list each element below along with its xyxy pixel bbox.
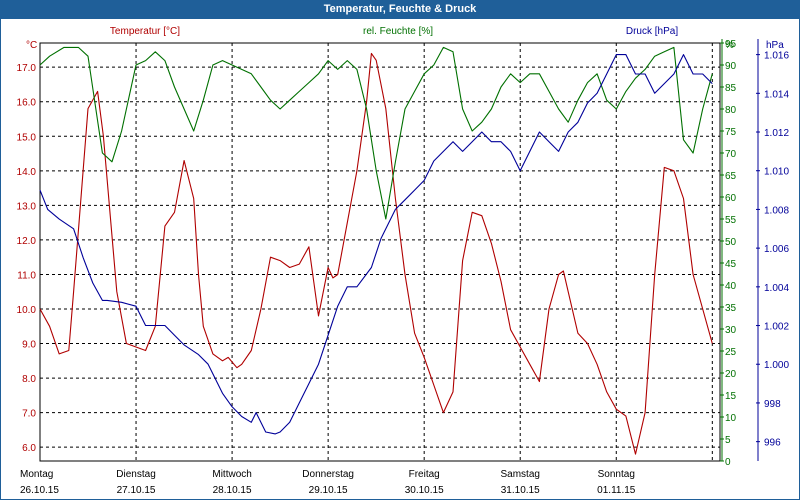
temperature-tick-label: 10.0 [17,305,37,316]
pressure-tick-label: 1.014 [764,89,789,100]
humidity-tick-label: 55 [725,215,737,226]
humidity-tick-label: 30 [725,325,737,336]
humidity-tick-label: 80 [725,105,737,116]
pressure-axis-title: Druck [hPa] [626,26,678,37]
x-tick-day-label: Freitag [409,469,440,480]
humidity-tick-label: 85 [725,83,737,94]
pressure-tick-label: 1.012 [764,128,789,139]
temperature-tick-label: 15.0 [17,132,37,143]
humidity-tick-label: 15 [725,391,737,402]
plot-border [39,42,721,462]
pressure-tick-label: 1.008 [764,205,789,216]
pressure-tick-label: 1.010 [764,167,789,178]
pressure-tick-label: 1.000 [764,360,789,371]
window-title: Temperatur, Feuchte & Druck [0,0,800,19]
pressure-tick-label: 1.002 [764,322,789,333]
pressure-tick-label: 1.006 [764,244,789,255]
temperature-tick-label: 12.0 [17,236,37,247]
x-tick-day-label: Sonntag [598,469,635,480]
humidity-tick-label: 60 [725,193,737,204]
temperature-tick-label: 17.0 [17,63,37,74]
humidity-series-line [39,46,713,220]
x-tick-day-label: Samstag [500,469,539,480]
humidity-tick-label: 65 [725,171,737,182]
pressure-unit-label: hPa [766,40,784,51]
humidity-tick-label: 25 [725,347,737,358]
humidity-tick-label: 50 [725,237,737,248]
temperature-tick-label: 8.0 [22,374,36,385]
humidity-tick-label: 90 [725,61,737,72]
x-tick-date-label: 26.10.15 [20,485,59,496]
temperature-tick-label: 13.0 [17,201,37,212]
humidity-unit-label: % [725,40,734,51]
humidity-tick-label: 5 [725,435,731,446]
temperature-axis-title: Temperatur [°C] [110,26,180,37]
axis-labels: 6.0 7.0 8.0 9.0 10.0 11.0 12.0 13.0 14.0 15.0 16.0… [17,26,790,496]
temperature-tick-label: 9.0 [22,340,36,351]
temperature-tick-label: 6.0 [22,443,36,454]
x-tick-date-label: 27.10.15 [117,485,156,496]
series-lines [39,46,713,455]
temperature-unit-label: °C [26,40,37,51]
pressure-tick-label: 1.004 [764,283,789,294]
temperature-tick-label: 16.0 [17,98,37,109]
humidity-tick-label: 40 [725,281,737,292]
temperature-tick-label: 7.0 [22,409,36,420]
x-tick-date-label: 30.10.15 [405,485,444,496]
x-tick-date-label: 31.10.15 [501,485,540,496]
humidity-tick-label: 20 [725,369,737,380]
humidity-tick-label: 70 [725,149,737,160]
x-tick-day-label: Montag [20,469,53,480]
humidity-tick-label: 0 [725,457,731,468]
humidity-tick-label: 95 [725,39,737,50]
temperature-tick-label: 14.0 [17,167,37,178]
humidity-tick-label: 35 [725,303,737,314]
x-tick-date-label: 01.11.15 [597,485,636,496]
pressure-tick-label: 996 [764,438,781,449]
pressure-tick-label: 998 [764,399,781,410]
humidity-tick-label: 75 [725,127,737,138]
humidity-tick-label: 45 [725,259,737,270]
pressure-tick-label: 1.016 [764,51,789,62]
x-tick-day-label: Mittwoch [212,469,251,480]
x-tick-day-label: Donnerstag [302,469,354,480]
x-tick-day-label: Dienstag [116,469,155,480]
x-tick-date-label: 29.10.15 [309,485,348,496]
humidity-axis-title: rel. Feuchte [%] [363,26,433,37]
pressure-series-line [39,54,713,435]
humidity-tick-label: 10 [725,413,737,424]
temperature-series-line [39,52,713,455]
temperature-tick-label: 11.0 [17,270,36,281]
grid-lines [40,43,720,461]
axes [39,39,760,462]
x-tick-date-label: 28.10.15 [213,485,252,496]
